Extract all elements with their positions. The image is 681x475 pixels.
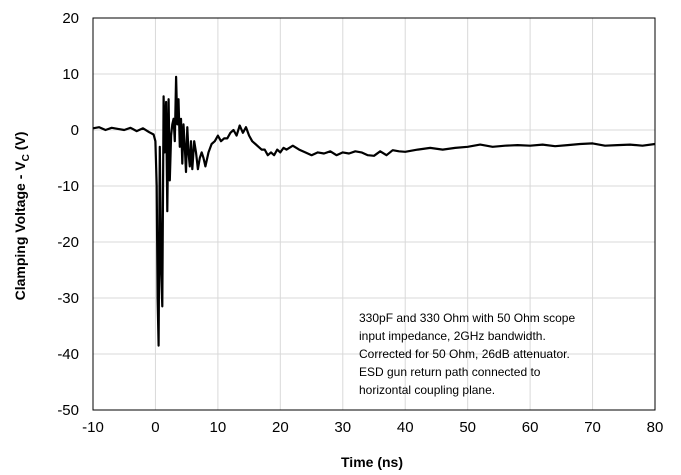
y-tick-label: 10 bbox=[62, 66, 79, 83]
x-tick-label: 0 bbox=[151, 419, 159, 436]
x-tick-label: 10 bbox=[210, 419, 227, 436]
annotation-line-4: ESD gun return path connected to bbox=[359, 365, 541, 379]
x-tick-label: 40 bbox=[397, 419, 414, 436]
x-tick-label: 60 bbox=[522, 419, 539, 436]
annotation-line-5: horizontal coupling plane. bbox=[359, 383, 495, 397]
y-tick-label: 20 bbox=[62, 10, 79, 27]
x-tick-label: 20 bbox=[272, 419, 289, 436]
y-axis-title: Clamping Voltage - VC (V) bbox=[12, 132, 32, 301]
y-axis-title-subscript: C bbox=[21, 154, 32, 161]
y-tick-label: -10 bbox=[57, 178, 79, 195]
x-axis-title: Time (ns) bbox=[341, 454, 403, 470]
series-line bbox=[92, 75, 656, 347]
annotation-line-3: Corrected for 50 Ohm, 26dB attenuator. bbox=[359, 347, 570, 361]
x-tick-label: 80 bbox=[647, 419, 664, 436]
x-tick-label: 50 bbox=[459, 419, 476, 436]
x-tick-label: -10 bbox=[82, 419, 104, 436]
y-tick-label: 0 bbox=[71, 122, 79, 139]
y-tick-label: -50 bbox=[57, 402, 79, 419]
x-tick-label: 70 bbox=[584, 419, 601, 436]
annotation-line-1: 330pF and 330 Ohm with 50 Ohm scope bbox=[359, 311, 575, 325]
y-axis-title-main: Clamping Voltage - V bbox=[12, 161, 28, 301]
annotation-line-2: input impedance, 2GHz bandwidth. bbox=[359, 329, 546, 343]
y-axis-tick-labels: 20 10 0 -10 -20 -30 -40 -50 bbox=[57, 10, 79, 419]
y-tick-label: -40 bbox=[57, 346, 79, 363]
x-tick-label: 30 bbox=[334, 419, 351, 436]
plot-area-border bbox=[92, 17, 656, 411]
x-axis-tick-labels: -10 0 10 20 30 40 50 60 70 80 bbox=[82, 419, 663, 436]
annotation-box: 330pF and 330 Ohm with 50 Ohm scope inpu… bbox=[359, 311, 575, 397]
y-axis-title-unit: (V) bbox=[12, 132, 28, 155]
y-tick-label: -20 bbox=[57, 234, 79, 251]
y-tick-label: -30 bbox=[57, 290, 79, 307]
